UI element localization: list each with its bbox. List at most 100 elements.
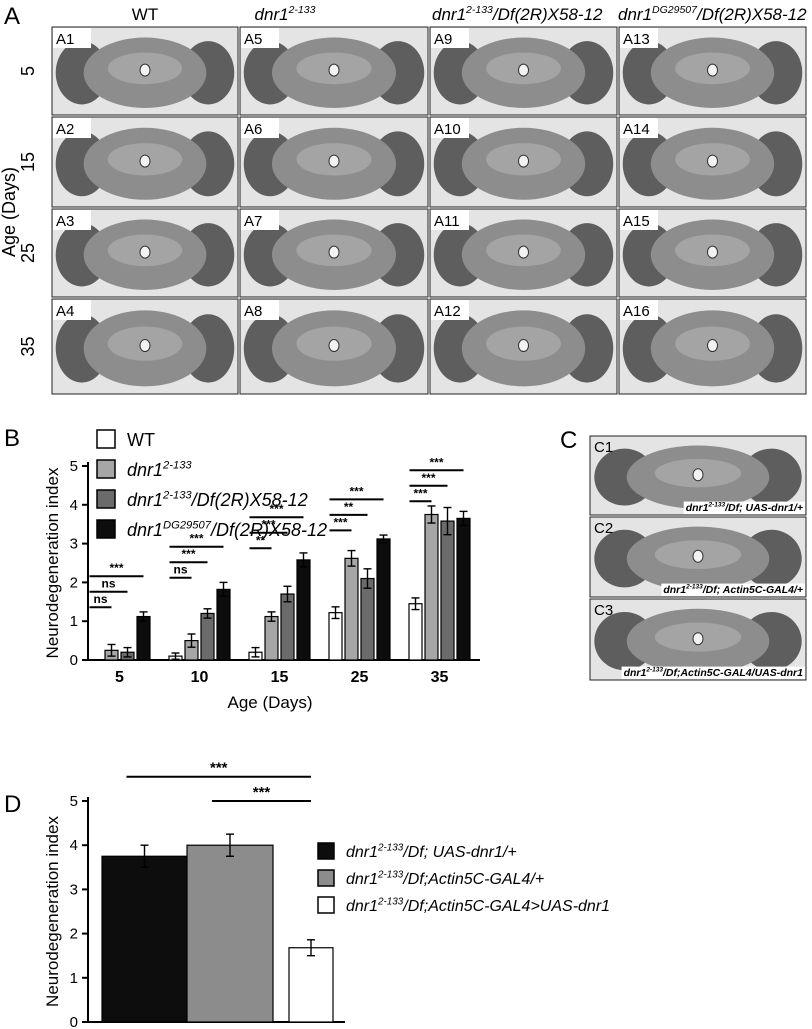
column-header: dnr12-133/Df(2R)X58-12: [432, 4, 603, 24]
image-border: [618, 208, 807, 298]
text-segment: 2-133: [685, 584, 703, 591]
image-border: [618, 116, 807, 208]
central-complex: [518, 339, 529, 353]
text-segment: /Df;Actin5C-GAL4/UAS-dnr1: [662, 667, 803, 679]
central-complex: [692, 632, 704, 646]
panel-letter: B: [4, 425, 20, 452]
bar: [360, 577, 375, 661]
text-segment: dnr1: [127, 460, 163, 480]
row-label: 15: [18, 152, 38, 172]
bar: [376, 538, 391, 661]
tile-label: C3: [594, 602, 613, 619]
image-border: [239, 298, 429, 395]
x-tick-label: 25: [351, 669, 369, 686]
bar: [280, 593, 295, 661]
tile-label-bg: [431, 210, 469, 230]
column-header: WT: [132, 5, 158, 24]
tile-label-bg: [241, 210, 279, 230]
significance-label: ***: [421, 471, 435, 485]
y-tick-label: 2: [70, 926, 78, 943]
significance-label: ***: [413, 486, 427, 500]
text-segment: 2-133: [707, 502, 725, 509]
y-tick-label: 2: [70, 574, 78, 591]
significance-label: ***: [181, 547, 195, 561]
text-segment: dnr1: [432, 5, 466, 24]
row-label: 5: [18, 66, 38, 76]
image-border: [618, 298, 807, 395]
tile-label: A1: [56, 31, 74, 48]
brain-image: [51, 26, 239, 116]
brain-image: [429, 26, 618, 116]
central-complex: [707, 154, 718, 168]
x-tick-label: 35: [431, 669, 449, 686]
bar: [216, 588, 231, 661]
text-segment: /Df(2R)X58-12: [492, 5, 603, 24]
bar: [440, 520, 455, 661]
tile-label: A4: [56, 303, 74, 320]
tile-label: C2: [594, 520, 613, 537]
significance-label: **: [344, 500, 354, 514]
tile-label-bg: [620, 300, 658, 320]
row-label: 25: [18, 243, 38, 263]
text-segment: 2-133: [465, 4, 493, 16]
significance-label: ***: [189, 532, 203, 546]
legend-swatch: [317, 896, 335, 914]
central-complex: [518, 154, 529, 168]
central-complex: [328, 245, 340, 259]
brain-image-content: [619, 209, 806, 297]
brain-image: [429, 208, 618, 298]
significance-label: ns: [173, 563, 187, 577]
bar: [296, 559, 311, 661]
tile-label: A3: [56, 213, 74, 230]
text-segment: 2-133: [377, 896, 404, 907]
text-segment: dnr1: [663, 584, 686, 596]
brain-image-content: [52, 299, 238, 394]
image-border: [429, 26, 618, 116]
tile-label-bg: [431, 28, 469, 48]
bar: [424, 513, 439, 661]
column-header: dnr1DG29507/Df(2R)X58-12: [618, 4, 807, 24]
central-complex: [692, 468, 704, 482]
brain-image-content: [619, 117, 806, 207]
text-segment: DG29507: [652, 4, 698, 16]
y-tick-label: 4: [70, 837, 78, 854]
y-tick-label: 3: [70, 881, 78, 898]
x-tick-label: 5: [115, 669, 124, 686]
bar: [288, 947, 334, 1023]
x-tick-label: 15: [271, 669, 289, 686]
tile-caption: dnr12-133/Df; Actin5C-GAL4/+: [663, 584, 803, 596]
legend-label: dnr1DG29507/Df(2R)X58-12: [127, 519, 327, 540]
tile-label: A14: [623, 121, 650, 138]
central-complex: [328, 63, 340, 77]
text-segment: /Df(2R)X58-12: [190, 490, 308, 510]
brain-image-content: [430, 27, 617, 115]
legend-swatch: [317, 869, 335, 887]
text-segment: dnr1: [255, 5, 289, 24]
central-complex: [139, 339, 151, 353]
tile-label: A9: [434, 31, 452, 48]
central-complex: [139, 63, 151, 77]
legend-swatch: [96, 459, 116, 479]
brain-image-content: [240, 299, 428, 394]
tile-label-bg: [241, 300, 279, 320]
tile-label-bg: [53, 28, 91, 48]
text-segment: /Df; Actin5C-GAL4/+: [702, 584, 803, 596]
text-segment: /Df(2R)X58-12: [209, 520, 327, 540]
significance-label: ***: [429, 455, 443, 469]
caption-bg: [621, 666, 806, 679]
image-border: [239, 26, 429, 116]
image-border: [429, 298, 618, 395]
bar: [408, 603, 423, 661]
legend-swatch: [96, 489, 116, 509]
central-complex: [707, 63, 718, 77]
tile-label-bg: [53, 300, 91, 320]
caption-bg: [683, 501, 805, 514]
tile-label-bg: [241, 28, 279, 48]
image-border: [239, 116, 429, 208]
image-border: [429, 208, 618, 298]
x-axis-label: Age (Days): [227, 693, 312, 712]
text-segment: dnr1: [346, 871, 378, 888]
central-complex: [692, 549, 704, 563]
tile-label: A16: [623, 303, 650, 320]
central-complex: [139, 245, 151, 259]
